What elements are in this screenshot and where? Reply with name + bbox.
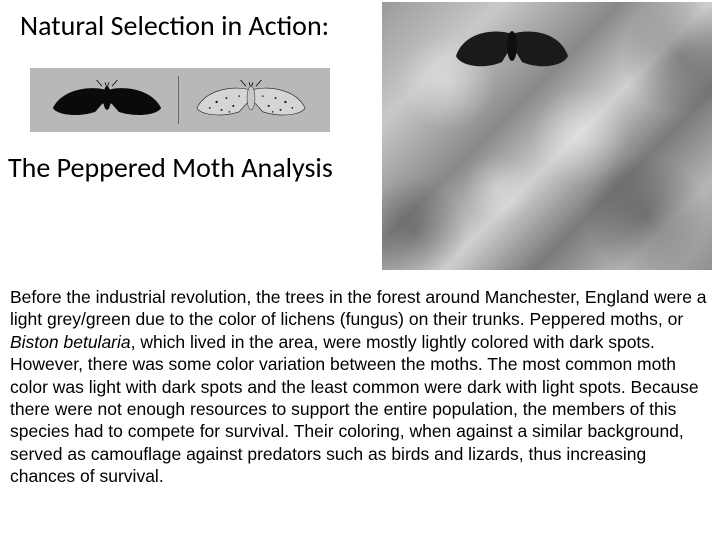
dark-moth-on-bark-icon — [452, 22, 572, 77]
body-paragraph: Before the industrial revolution, the tr… — [10, 286, 710, 488]
body-text-after: , which lived in the area, were mostly l… — [10, 332, 699, 486]
bark-photo — [382, 2, 712, 270]
diagram-divider — [178, 76, 179, 124]
moth-comparison-diagram — [30, 68, 330, 132]
dark-moth-icon — [48, 80, 166, 122]
species-name: Biston betularia — [10, 332, 131, 352]
body-text-before: Before the industrial revolution, the tr… — [10, 287, 707, 329]
page-title: Natural Selection in Action: — [20, 8, 329, 43]
page-subtitle: The Peppered Moth Analysis — [8, 150, 333, 185]
light-moth-icon — [192, 80, 310, 122]
